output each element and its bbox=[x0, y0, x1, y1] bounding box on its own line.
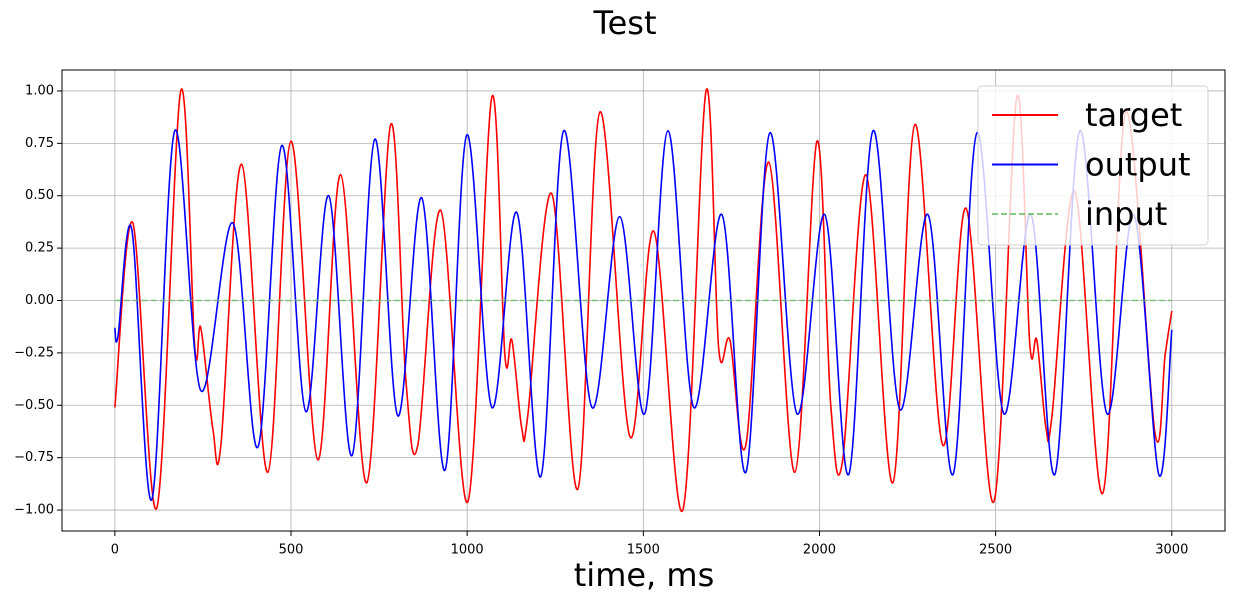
x-tick-label: 0 bbox=[111, 543, 119, 558]
y-tick-label: 0.00 bbox=[25, 293, 54, 308]
legend-box bbox=[977, 85, 1209, 246]
y-tick-label: 0.25 bbox=[25, 241, 54, 256]
y-tick-label: 0.50 bbox=[25, 188, 54, 203]
y-tick-label: −0.50 bbox=[14, 398, 54, 413]
x-tick-label: 1500 bbox=[627, 543, 660, 558]
plot-frame bbox=[61, 69, 1226, 532]
x-axis-label: time, ms bbox=[574, 556, 714, 594]
y-tick-label: −0.75 bbox=[14, 450, 54, 465]
x-tick-label: 1000 bbox=[451, 543, 484, 558]
x-tick-label: 500 bbox=[279, 543, 304, 558]
y-tick-label: −1.00 bbox=[14, 503, 54, 518]
y-tick-label: 0.75 bbox=[25, 136, 54, 151]
legend-label: input bbox=[1085, 195, 1167, 233]
x-tick-label: 2500 bbox=[979, 543, 1012, 558]
line-series bbox=[114, 129, 1173, 501]
y-tick-label: −0.25 bbox=[14, 345, 54, 360]
legend-label: target bbox=[1085, 96, 1182, 134]
y-tick-label: 1.00 bbox=[25, 83, 54, 98]
x-tick-label: 3000 bbox=[1155, 543, 1188, 558]
chart-title: Test bbox=[592, 4, 656, 42]
x-tick-label: 2000 bbox=[803, 543, 836, 558]
legend-label: output bbox=[1085, 146, 1191, 184]
